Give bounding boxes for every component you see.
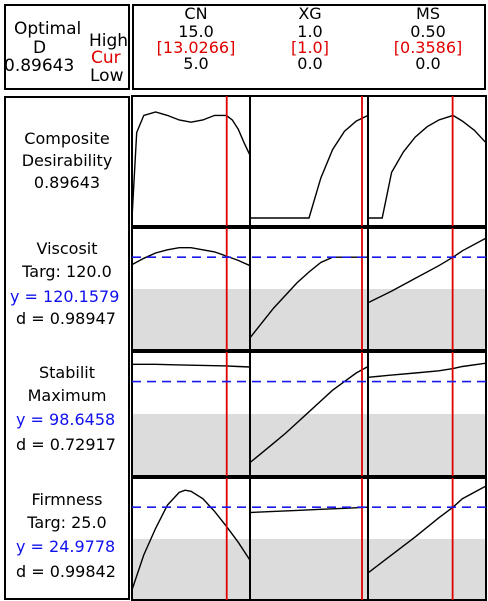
response-curve	[131, 111, 251, 219]
optimal-box	[4, 4, 130, 90]
shade-band	[250, 414, 368, 476]
response-curve	[249, 365, 369, 464]
shade-band	[368, 289, 486, 350]
panel-frame	[367, 227, 487, 351]
row-desirability: d = 0.72917	[16, 435, 116, 454]
low-label: Low	[90, 66, 124, 86]
response-curve	[367, 362, 487, 378]
row-subtitle: Desirability	[21, 151, 113, 170]
factor-cur: [13.0266]	[156, 38, 236, 57]
shade-band	[368, 539, 486, 600]
row-subtitle: Maximum	[27, 386, 107, 405]
panel-frame	[367, 95, 487, 227]
shade-band	[250, 289, 368, 350]
factor-high: 15.0	[178, 22, 214, 41]
row-value: 0.89643	[33, 173, 101, 192]
row-title: Composite	[24, 129, 110, 148]
row-subtitle: Targ: 120.0	[22, 262, 112, 281]
shade-band	[368, 414, 486, 476]
row-desirability: d = 0.99842	[16, 562, 116, 581]
row-prediction: y = 98.6458	[16, 410, 116, 429]
factor-cur: [0.3586]	[393, 38, 463, 57]
response-curve	[249, 256, 368, 339]
factor-high: 1.0	[297, 22, 323, 41]
row-title: Viscosit	[36, 239, 98, 258]
high-label: High	[89, 31, 129, 51]
shade-band	[132, 414, 250, 476]
optimal-label: Optimal	[14, 19, 82, 39]
response-curve	[368, 114, 487, 219]
panel-frame	[367, 351, 487, 477]
factor-name: MS	[416, 4, 440, 23]
response-curve	[367, 485, 487, 574]
panel-frame	[249, 95, 369, 227]
row-prediction: y = 24.9778	[16, 537, 116, 556]
response-curve	[131, 489, 251, 591]
row-prediction: y = 120.1579	[10, 287, 120, 306]
response-curve	[367, 237, 487, 304]
panel-frame	[131, 95, 251, 227]
shade-band	[250, 539, 368, 600]
row-title: Firmness	[31, 490, 103, 509]
response-curve	[132, 363, 251, 368]
factor-name: CN	[184, 4, 208, 23]
d-label: D	[33, 38, 47, 58]
cur-label: Cur	[91, 48, 121, 68]
shade-band	[132, 539, 250, 600]
response-curve	[249, 506, 369, 514]
factor-low: 5.0	[183, 54, 209, 73]
factor-low: 0.0	[415, 54, 441, 73]
factor-name: XG	[298, 4, 322, 23]
factor-cur: [1.0]	[291, 38, 329, 57]
factor-header-box	[132, 4, 486, 90]
row-subtitle: Targ: 25.0	[27, 513, 107, 532]
factor-low: 0.0	[297, 54, 323, 73]
panel-frame	[367, 477, 487, 601]
d-value: 0.89643	[4, 56, 75, 76]
shade-band	[132, 289, 250, 350]
row-title: Stabilit	[39, 363, 95, 382]
factor-high: 0.50	[410, 22, 446, 41]
row-label-box	[4, 96, 130, 600]
row-desirability: d = 0.98947	[16, 309, 116, 328]
response-curve	[250, 114, 369, 219]
